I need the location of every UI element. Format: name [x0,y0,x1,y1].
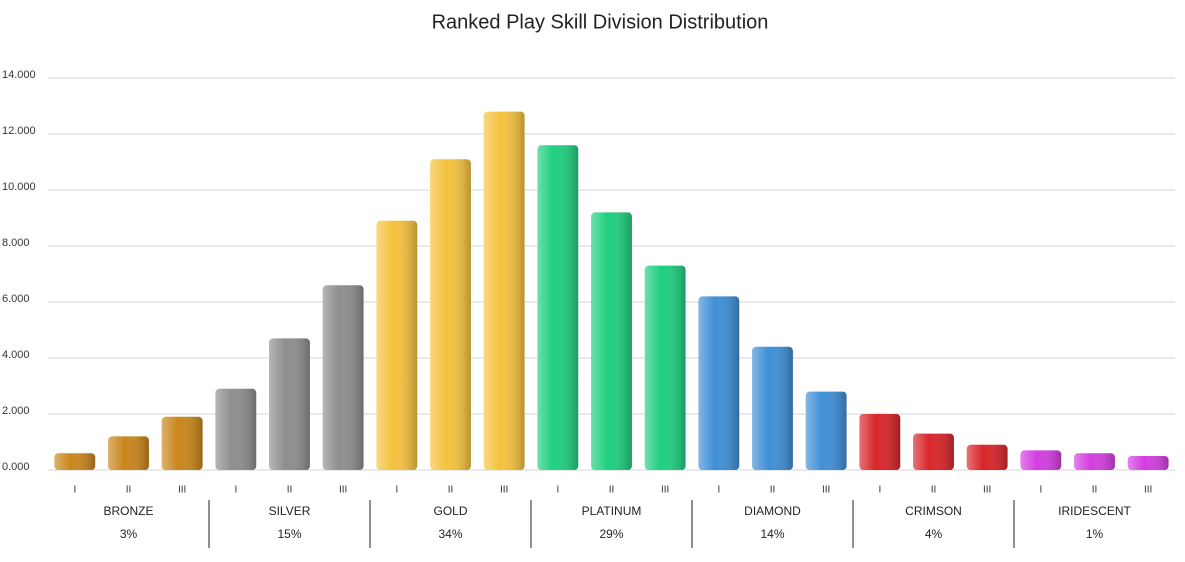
bar-shade [805,391,847,470]
bar-shade [752,346,793,470]
x-tick-label: III [178,485,186,496]
y-tick-label: 0.000 [2,461,30,473]
chart-title: Ranked Play Skill Division Distribution [432,11,769,33]
x-tick-label: I [1039,485,1042,496]
bar-shade [1127,456,1169,470]
x-tick-label: I [878,485,881,496]
bar-shade [591,212,632,470]
y-tick-label: 14.000 [2,69,36,81]
group-share: 4% [925,527,943,541]
group-label: BRONZE [103,504,153,518]
bar-shade [537,145,579,470]
bar-shade [483,111,525,470]
group-share: 14% [760,527,784,541]
bar-shade [215,388,257,470]
x-tick-label: II [287,485,293,496]
bar-shade [430,159,471,470]
y-tick-label: 8.000 [2,237,30,249]
y-tick-label: 4.000 [2,349,30,361]
group-label: CRIMSON [905,504,962,518]
group-share: 3% [120,527,138,541]
bar-shade [54,453,96,470]
group-label: PLATINUM [582,504,642,518]
x-tick-label: III [339,485,347,496]
bar-shade [913,433,954,470]
x-tick-label: III [983,485,991,496]
group-share: 15% [277,527,301,541]
group-label: GOLD [433,504,467,518]
x-tick-label: II [609,485,615,496]
bar-shade [161,416,203,470]
x-tick-label: I [717,485,720,496]
group-label: IRIDESCENT [1058,504,1131,518]
bar-shade [322,285,364,470]
bar-shade [698,296,740,470]
y-tick-label: 10.000 [2,181,36,193]
x-tick-label: II [1092,485,1098,496]
group-share: 29% [599,527,623,541]
bar-shade [966,444,1008,470]
x-tick-label: I [234,485,237,496]
bar-shade [1020,450,1062,470]
bar-shade [859,414,901,470]
x-tick-label: II [126,485,132,496]
x-tick-label: I [73,485,76,496]
group-label: DIAMOND [744,504,801,518]
group-label: SILVER [269,504,311,518]
group-share: 1% [1086,527,1104,541]
bar-shade [644,265,686,470]
x-tick-label: I [556,485,559,496]
x-tick-label: I [395,485,398,496]
bar-shade [108,436,149,470]
group-share: 34% [438,527,462,541]
x-tick-label: III [1144,485,1152,496]
x-tick-label: II [931,485,937,496]
bar-shade [269,338,310,470]
y-tick-label: 6.000 [2,293,30,305]
y-tick-label: 2.000 [2,405,30,417]
bar-shade [376,220,418,470]
x-tick-label: III [822,485,830,496]
x-tick-label: III [500,485,508,496]
x-tick-label: II [448,485,454,496]
x-tick-label: III [661,485,669,496]
x-tick-label: II [770,485,776,496]
bar-shade [1074,453,1115,470]
y-tick-label: 12.000 [2,125,36,137]
